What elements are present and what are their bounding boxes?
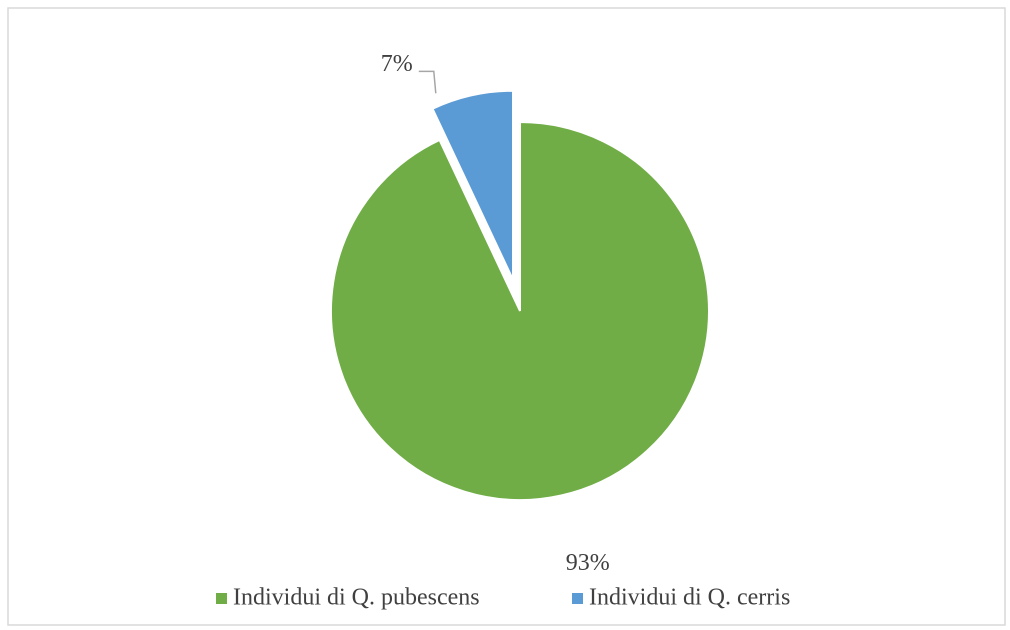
pie-slice	[431, 89, 515, 281]
pie-slice	[330, 120, 710, 501]
leader-line	[418, 70, 437, 94]
data-label: 7%	[381, 51, 413, 77]
legend-label: Individui di Q. pubescens	[233, 585, 480, 611]
data-label: 93%	[566, 550, 610, 576]
legend-swatch	[216, 593, 227, 604]
legend-label: Individui di Q. cerris	[589, 585, 790, 611]
legend-swatch	[572, 593, 583, 604]
